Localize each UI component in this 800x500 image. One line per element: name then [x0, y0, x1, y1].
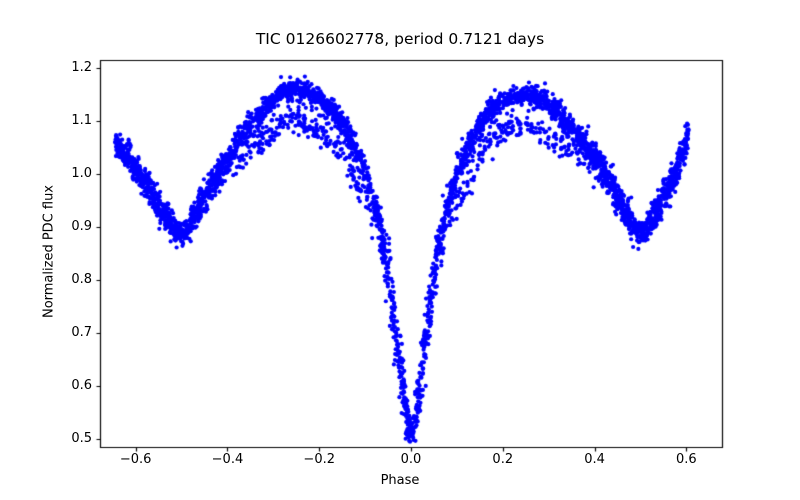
- figure-container: TIC 0126602778, period 0.7121 days Phase…: [0, 0, 800, 500]
- lightcurve-scatter-plot: [0, 0, 800, 500]
